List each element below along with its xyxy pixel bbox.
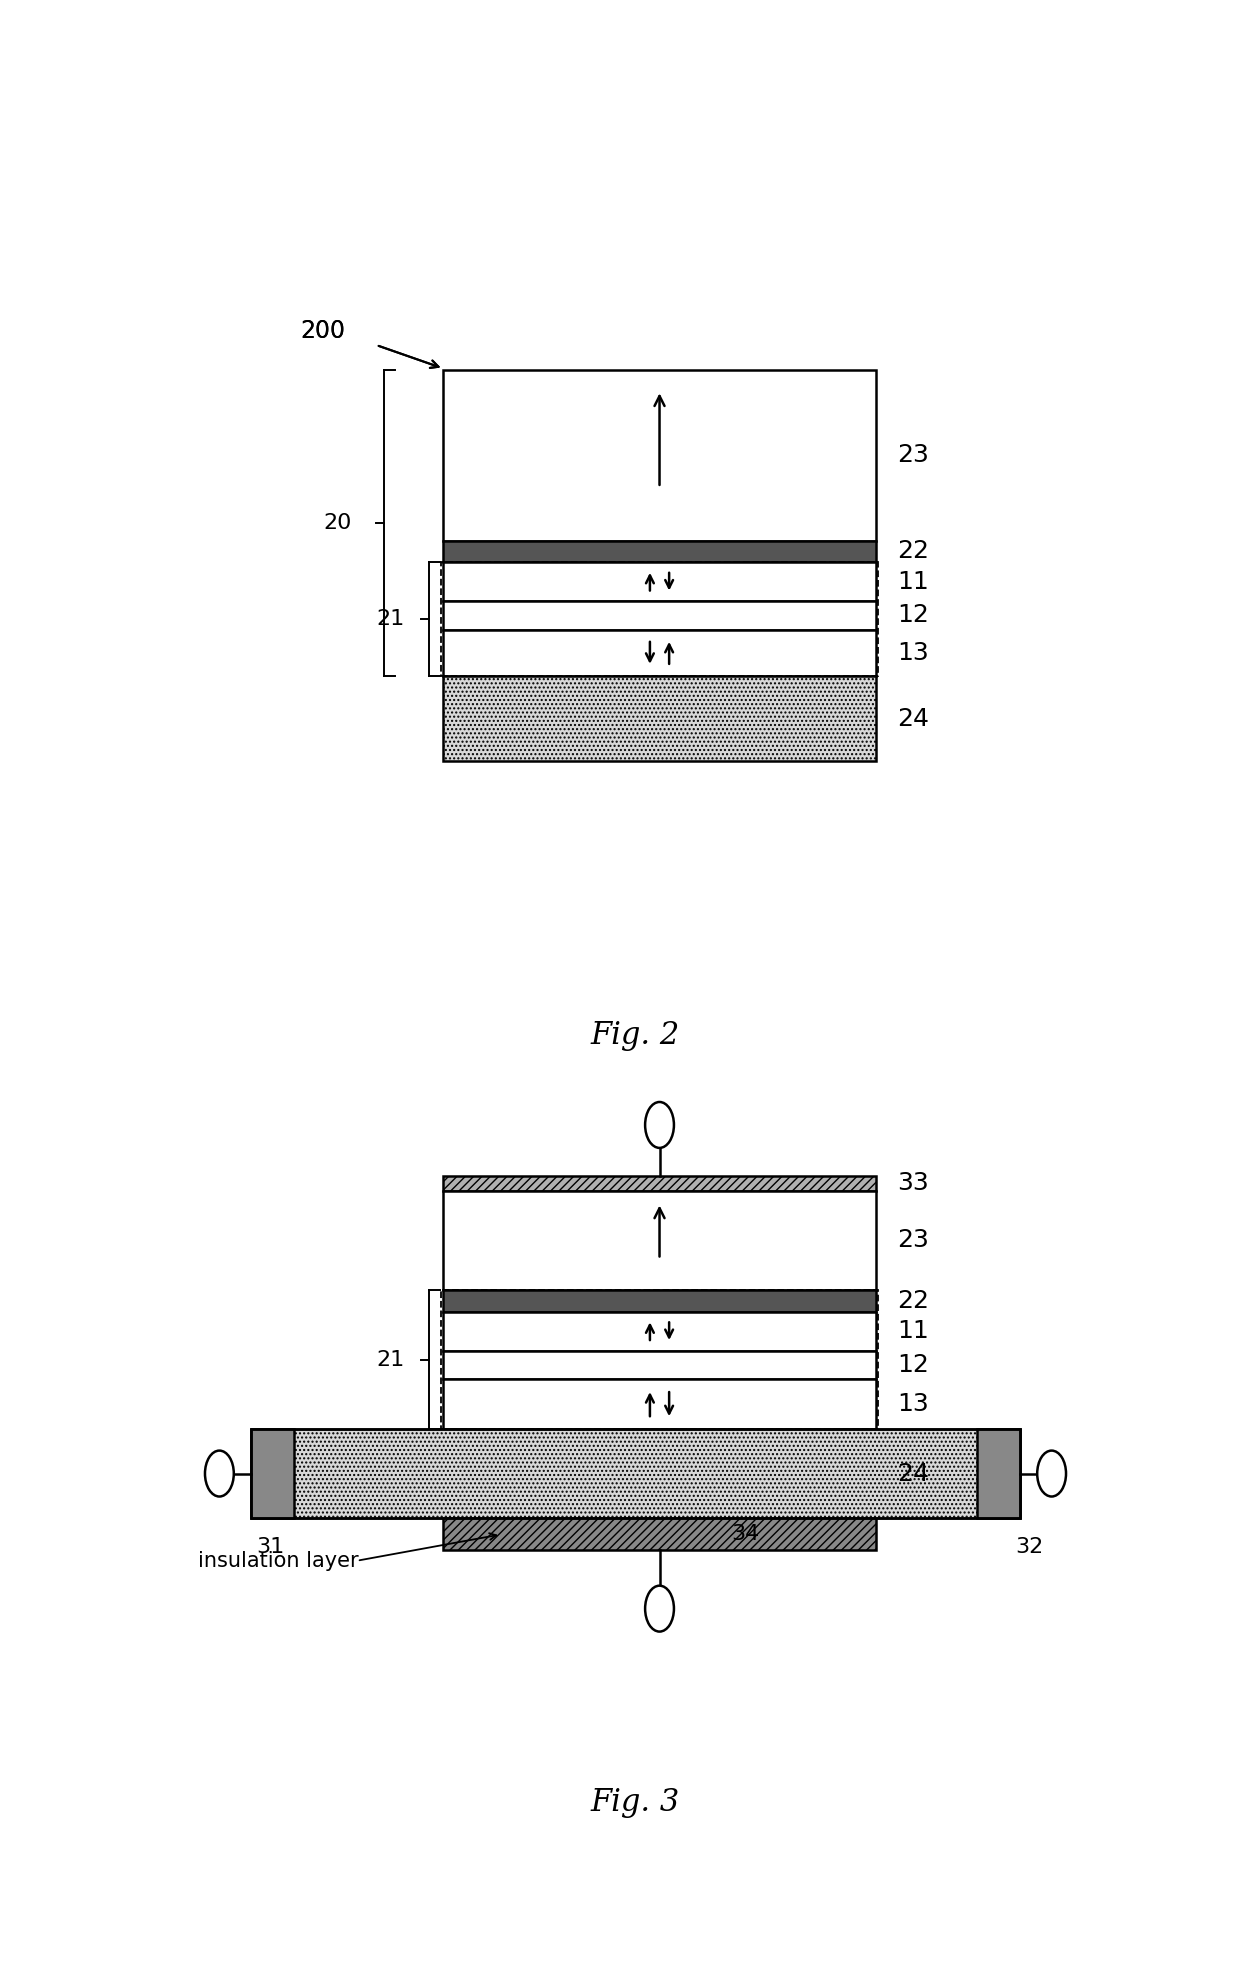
Bar	[444, 676, 875, 761]
Bar	[444, 370, 875, 541]
Bar	[444, 630, 875, 676]
Text: insulation layer: insulation layer	[198, 1551, 358, 1571]
Bar	[444, 1519, 875, 1551]
Text: 23: 23	[897, 443, 929, 467]
Text: 20: 20	[324, 513, 352, 533]
Circle shape	[1037, 1451, 1066, 1497]
Bar	[444, 1350, 875, 1380]
Bar	[444, 600, 875, 630]
Text: 13: 13	[897, 640, 929, 664]
Text: 34: 34	[732, 1525, 760, 1545]
Circle shape	[645, 1586, 675, 1632]
Text: 24: 24	[897, 706, 929, 732]
Bar	[250, 1429, 294, 1519]
Circle shape	[645, 1101, 675, 1147]
Bar	[441, 563, 878, 676]
Text: 33: 33	[897, 1171, 929, 1195]
Bar	[444, 563, 875, 600]
Bar	[250, 1429, 1021, 1519]
Text: Fig. 2: Fig. 2	[591, 1020, 680, 1052]
Text: 200: 200	[300, 318, 346, 342]
Bar	[444, 1290, 875, 1312]
Text: 12: 12	[897, 1354, 929, 1378]
Text: 23: 23	[897, 1229, 929, 1252]
Text: 32: 32	[1016, 1537, 1043, 1557]
Bar	[444, 1380, 875, 1429]
Bar	[250, 1429, 1021, 1519]
Text: 11: 11	[897, 571, 929, 594]
Text: 200: 200	[300, 318, 346, 342]
Text: 24: 24	[897, 1461, 929, 1485]
Text: 11: 11	[897, 1320, 929, 1344]
Bar	[250, 1429, 294, 1519]
Circle shape	[205, 1451, 234, 1497]
Bar	[444, 1312, 875, 1350]
Bar	[977, 1429, 1019, 1519]
Text: 12: 12	[897, 604, 929, 628]
Bar	[444, 541, 875, 563]
Text: 13: 13	[897, 1392, 929, 1415]
Text: 22: 22	[897, 539, 929, 563]
Bar	[977, 1429, 1019, 1519]
Text: 21: 21	[377, 1350, 404, 1370]
Bar	[444, 1191, 875, 1290]
Text: 22: 22	[897, 1288, 929, 1312]
Text: 21: 21	[377, 608, 404, 628]
Bar	[441, 1290, 878, 1429]
Text: 31: 31	[255, 1537, 284, 1557]
Text: Fig. 3: Fig. 3	[591, 1787, 680, 1819]
Bar	[444, 1177, 875, 1191]
